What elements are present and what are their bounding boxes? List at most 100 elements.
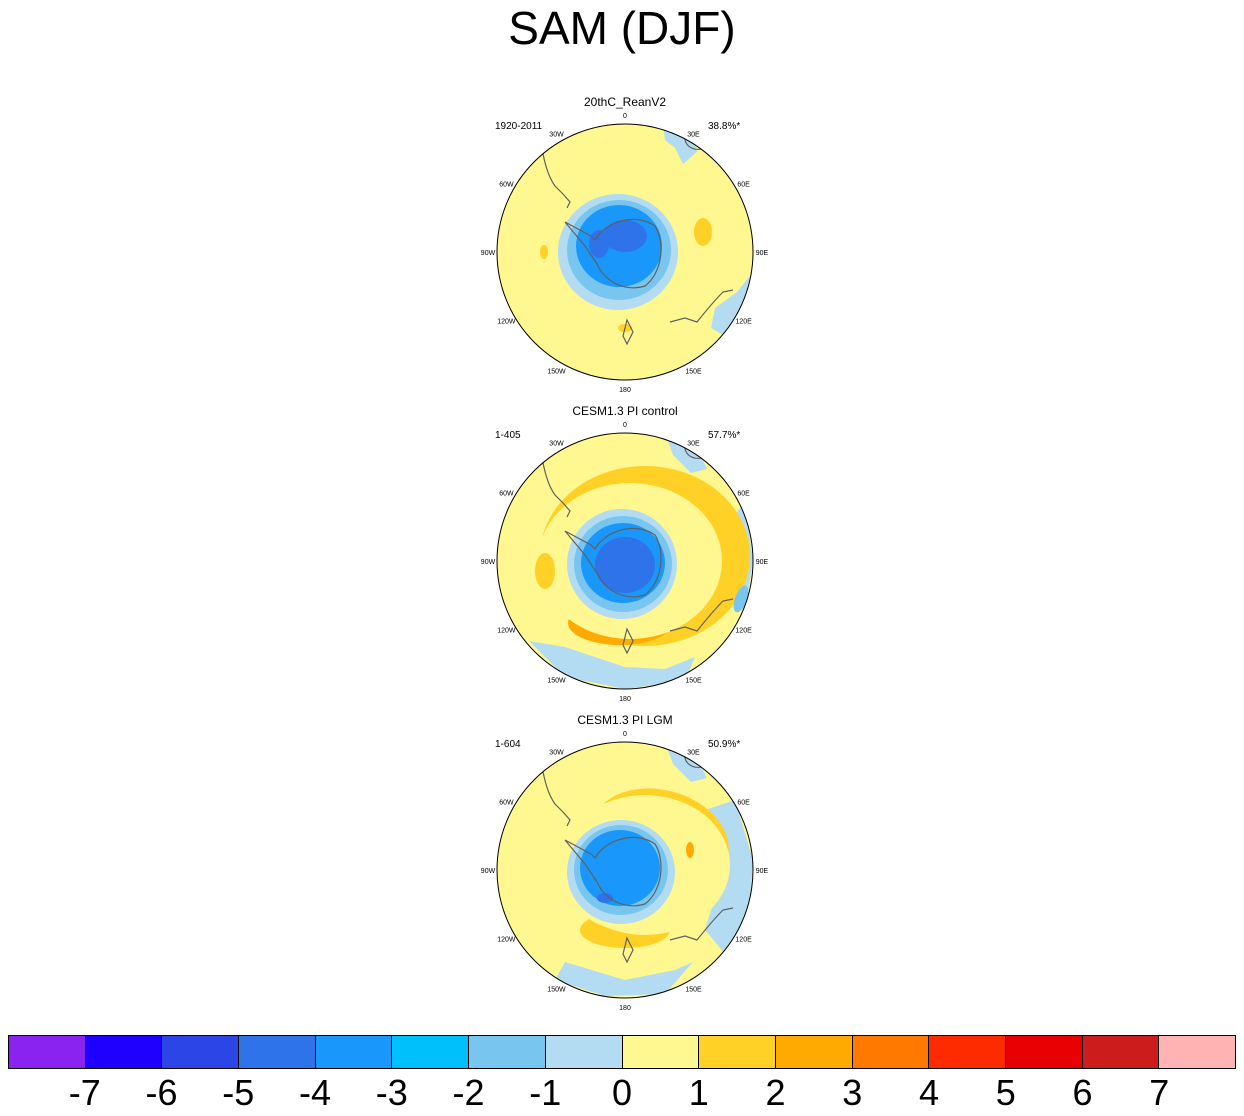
polar-map-rean: 0 30E 60E 90E 120E 150E 180 150W 120W 90W 60W 30W	[481, 113, 769, 394]
australia-coastline	[669, 598, 734, 632]
colorbar-swatch	[391, 1035, 470, 1069]
colorbar-swatch	[161, 1035, 240, 1069]
new-zealand-coastline	[622, 936, 634, 964]
negative-anomaly-region	[711, 272, 753, 336]
colorbar-swatch	[698, 1035, 776, 1069]
longitude-label: 150W	[547, 987, 566, 994]
antarctica-coastline	[564, 527, 662, 598]
longitude-label: 30E	[687, 749, 700, 756]
longitude-label: 30W	[549, 131, 564, 138]
longitude-label: 60W	[499, 491, 514, 498]
longitude-label: 90E	[756, 559, 769, 566]
panel-explained-variance: 38.8%*	[708, 121, 741, 132]
longitude-label: 30W	[549, 440, 564, 447]
positive-anomaly-region	[686, 842, 694, 858]
panel-pi-lgm: CESM1.3 PI LGM 1-604 50.9%* 0 30E 60E 90E 12…	[470, 713, 780, 1013]
colorbar-tick-label: 5	[995, 1072, 1016, 1113]
colorbar-swatch	[468, 1035, 546, 1069]
longitude-label: 120W	[497, 319, 516, 326]
longitude-label: 90E	[756, 250, 769, 257]
antarctica-coastline	[564, 836, 662, 907]
longitude-label: 60E	[737, 491, 750, 498]
colorbar-swatch	[621, 1035, 700, 1069]
colorbar-tick-label: 3	[842, 1072, 863, 1113]
colorbar-swatch	[544, 1035, 623, 1069]
colorbar-swatch	[1004, 1035, 1083, 1069]
positive-anomaly-region	[540, 245, 548, 259]
colorbar-swatch	[851, 1035, 930, 1069]
longitude-label: 120W	[497, 628, 516, 635]
longitude-label: 30W	[549, 749, 564, 756]
positive-anomaly-region	[535, 553, 555, 589]
longitude-label: 120E	[735, 937, 752, 944]
colorbar-swatch	[1158, 1035, 1236, 1069]
positive-anomaly-region	[694, 218, 712, 246]
colorbar	[8, 1035, 1236, 1069]
negative-anomaly-region	[603, 220, 647, 252]
colorbar-swatch	[774, 1035, 853, 1069]
longitude-label: 120E	[735, 628, 752, 635]
longitude-label: 0	[623, 113, 627, 120]
panel-pi-control: CESM1.3 PI control 1-405 57.7%* 0 30E 60E 9…	[470, 404, 780, 704]
polar-map-pi-lgm: 0 30E 60E 90E 120E 150E 180 150W 120W 90W 60W 30W	[481, 731, 769, 1012]
colorbar-swatch	[314, 1035, 393, 1069]
longitude-label: 90W	[481, 559, 496, 566]
longitude-label: 150E	[685, 987, 702, 994]
longitude-label: 90W	[481, 250, 496, 257]
colorbar-tick-label: 7	[1149, 1072, 1170, 1113]
panel-period: 1920-2011	[495, 121, 543, 132]
colorbar-tick-label: 0	[611, 1072, 633, 1113]
longitude-label: 180	[619, 1005, 631, 1012]
longitude-label: 150W	[547, 369, 566, 376]
colorbar-swatch	[1081, 1035, 1160, 1069]
colorbar-tick-label: -7	[68, 1072, 101, 1113]
longitude-label: 60W	[499, 182, 514, 189]
longitude-label: 60W	[499, 800, 514, 807]
map-border	[496, 123, 754, 381]
negative-anomaly-region	[555, 962, 693, 996]
panel-title: 20thC_ReanV2	[583, 95, 667, 109]
polar-map-pi-control: 0 30E 60E 90E 120E 150E 180 150W 120W 90W 60W 30W	[481, 422, 769, 703]
panel-rean: 20thC_ReanV2 1920-2011 38.8%* 0 30E 60E 90E…	[470, 95, 780, 395]
colorbar-tick-label: 6	[1072, 1072, 1093, 1113]
negative-anomaly-region	[580, 830, 660, 906]
australia-coastline	[669, 289, 734, 323]
colorbar-tick-label: 1	[688, 1072, 709, 1113]
colorbar-swatch	[238, 1035, 316, 1069]
longitude-label: 150W	[547, 678, 566, 685]
longitude-label: 150E	[685, 678, 702, 685]
colorbar-swatch	[84, 1035, 163, 1069]
longitude-label: 180	[619, 387, 631, 394]
longitude-label: 90E	[756, 868, 769, 875]
australia-coastline	[669, 907, 734, 941]
longitude-label: 30E	[687, 440, 700, 447]
colorbar-tick-label: -4	[298, 1072, 332, 1113]
negative-anomaly-region	[589, 230, 609, 258]
longitude-label: 0	[623, 422, 627, 429]
colorbar-tick-label: -5	[222, 1072, 255, 1113]
longitude-label: 150E	[685, 369, 702, 376]
colorbar-tick-label: -6	[145, 1072, 178, 1113]
panel-period: 1-405	[495, 430, 521, 441]
colorbar-swatch	[928, 1035, 1006, 1069]
longitude-label: 180	[619, 696, 631, 703]
colorbar-tick-label: 4	[918, 1072, 940, 1113]
negative-anomaly-region	[733, 585, 749, 613]
longitude-label: 120E	[735, 319, 752, 326]
longitude-label: 90W	[481, 868, 496, 875]
map-border	[496, 741, 754, 999]
negative-anomaly-region	[595, 537, 655, 593]
colorbar-tick-label: -1	[529, 1072, 562, 1113]
new-zealand-coastline	[622, 627, 634, 655]
panel-explained-variance: 50.9%*	[708, 739, 741, 750]
colorbar-swatch	[8, 1035, 86, 1069]
new-zealand-coastline	[622, 318, 634, 346]
colorbar-tick-label: -2	[452, 1072, 485, 1113]
longitude-label: 120W	[497, 937, 516, 944]
panel-title: CESM1.3 PI control	[572, 404, 678, 418]
longitude-label: 30E	[687, 131, 700, 138]
longitude-label: 60E	[737, 182, 750, 189]
colorbar-tick-label: 2	[765, 1072, 786, 1113]
panel-title: CESM1.3 PI LGM	[577, 713, 673, 727]
main-title: SAM (DJF)	[508, 2, 736, 54]
